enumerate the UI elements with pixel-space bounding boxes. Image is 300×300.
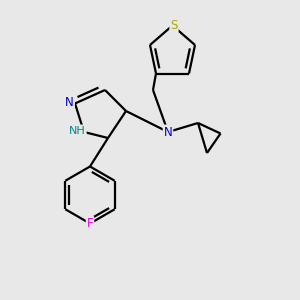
Text: N: N	[164, 125, 172, 139]
Text: NH: NH	[69, 125, 86, 136]
Text: S: S	[170, 19, 178, 32]
Text: F: F	[87, 217, 93, 230]
Text: N: N	[65, 95, 74, 109]
